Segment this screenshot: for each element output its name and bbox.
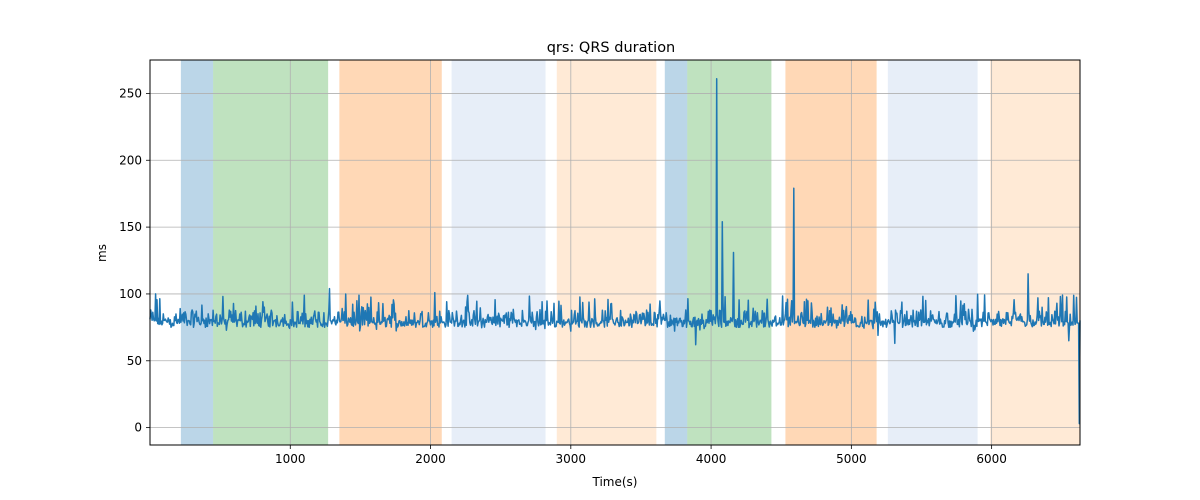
band-3 xyxy=(451,60,546,445)
band-8 xyxy=(887,60,978,445)
band-9 xyxy=(990,60,1080,445)
series-line xyxy=(149,77,1081,425)
bands-group xyxy=(180,60,1080,445)
x-tick-label-2: 3000 xyxy=(556,452,587,466)
y-tick-label-5: 250 xyxy=(119,86,142,100)
y-axis: 0 50 100 150 200 250 xyxy=(119,86,150,435)
y-tick-label-4: 200 xyxy=(119,153,142,167)
x-tick-label-4: 5000 xyxy=(836,452,867,466)
band-1 xyxy=(213,60,329,445)
y-tick-label-1: 50 xyxy=(127,354,142,368)
y-tick-label-2: 100 xyxy=(119,287,142,301)
y-axis-label: ms xyxy=(95,244,109,262)
band-2 xyxy=(339,60,442,445)
line-group xyxy=(149,77,1081,425)
y-tick-label-0: 0 xyxy=(134,421,142,435)
x-tick-label-1: 2000 xyxy=(415,452,446,466)
x-tick-label-3: 4000 xyxy=(696,452,727,466)
chart-title: qrs: QRS duration xyxy=(547,40,676,56)
x-tick-label-5: 6000 xyxy=(976,452,1007,466)
band-0 xyxy=(180,60,214,445)
band-6 xyxy=(687,60,772,445)
x-axis: 1000 2000 3000 4000 5000 6000 xyxy=(275,445,1007,466)
y-tick-label-3: 150 xyxy=(119,220,142,234)
plot-frame xyxy=(149,59,1081,446)
band-5 xyxy=(664,60,688,445)
x-axis-label: Time(s) xyxy=(592,475,638,489)
x-tick-label-0: 1000 xyxy=(275,452,306,466)
grid-group xyxy=(150,60,1080,445)
band-4 xyxy=(556,60,657,445)
band-7 xyxy=(785,60,877,445)
